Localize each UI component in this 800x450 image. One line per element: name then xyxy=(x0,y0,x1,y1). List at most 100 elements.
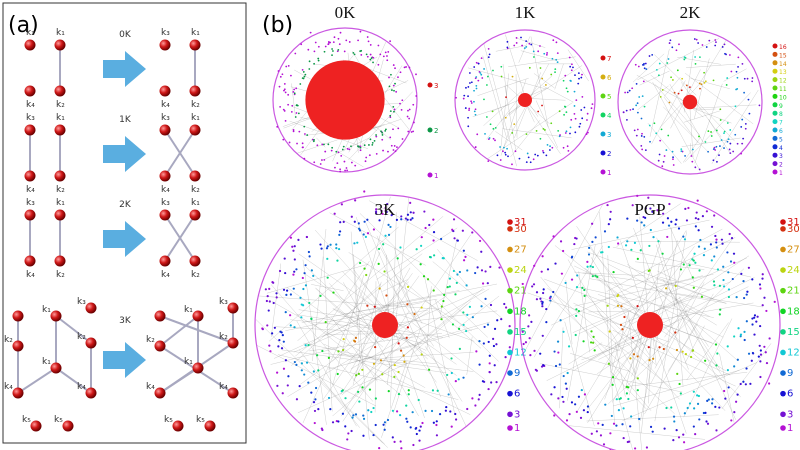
vertex xyxy=(477,79,480,82)
vertex xyxy=(399,246,402,249)
link xyxy=(578,271,590,353)
vertex xyxy=(620,305,623,308)
vertex xyxy=(457,378,460,381)
vertex xyxy=(336,259,339,262)
vertex xyxy=(761,273,764,276)
vertex xyxy=(294,116,297,118)
vertex xyxy=(686,406,689,410)
vertex xyxy=(458,347,461,350)
vertex xyxy=(407,389,410,392)
vertex xyxy=(405,404,408,407)
legend-label: 1 xyxy=(607,169,611,177)
legend-swatch xyxy=(772,135,778,141)
vertex xyxy=(354,413,358,416)
vertex xyxy=(649,228,652,232)
network xyxy=(519,194,781,450)
link xyxy=(637,38,720,80)
vertex xyxy=(617,242,620,245)
vertex xyxy=(504,306,508,309)
vertex xyxy=(428,368,431,371)
link xyxy=(681,82,722,137)
vertex xyxy=(670,220,673,223)
vertex xyxy=(718,406,721,409)
vertex xyxy=(675,348,679,352)
vertex xyxy=(498,266,501,269)
link xyxy=(340,327,386,395)
vertex xyxy=(295,112,298,114)
vertex xyxy=(495,343,498,346)
vertex xyxy=(688,86,691,89)
vertex xyxy=(333,212,336,215)
vertex xyxy=(317,59,320,62)
node xyxy=(54,209,66,221)
vertex xyxy=(728,232,731,236)
node-label: k₃ xyxy=(26,198,35,208)
vertex xyxy=(691,276,694,279)
link xyxy=(352,281,382,385)
legend-swatch xyxy=(772,68,778,74)
vertex xyxy=(486,323,490,326)
vertex xyxy=(633,129,636,132)
link xyxy=(554,63,564,90)
vertex xyxy=(553,350,556,353)
vertex xyxy=(276,384,279,387)
vertex xyxy=(310,391,313,394)
vertex xyxy=(440,237,443,241)
vertex xyxy=(638,96,641,98)
vertex xyxy=(485,84,488,86)
link xyxy=(316,137,326,148)
vertex xyxy=(676,372,679,375)
vertex xyxy=(278,338,281,342)
vertex xyxy=(473,66,476,68)
vertex xyxy=(684,155,686,157)
vertex xyxy=(665,149,668,151)
vertex xyxy=(506,46,509,49)
vertex xyxy=(594,236,597,239)
vertex xyxy=(716,160,718,163)
vertex xyxy=(569,65,572,68)
vertex xyxy=(372,362,376,365)
vertex xyxy=(705,210,708,213)
vertex xyxy=(304,344,307,347)
link xyxy=(393,197,410,339)
vertex xyxy=(325,247,329,250)
legend-swatch xyxy=(507,226,513,232)
vertex xyxy=(586,410,589,414)
link xyxy=(612,324,653,403)
vertex xyxy=(694,225,697,228)
vertex xyxy=(629,108,632,111)
vertex xyxy=(645,446,649,449)
node xyxy=(85,337,97,349)
vertex xyxy=(506,40,509,43)
vertex xyxy=(537,50,540,53)
link xyxy=(586,414,719,422)
vertex xyxy=(366,55,369,58)
vertex xyxy=(609,218,612,221)
node xyxy=(62,420,74,432)
vertex xyxy=(267,309,270,312)
vertex xyxy=(492,344,496,348)
vertex xyxy=(480,269,484,272)
vertex xyxy=(648,359,651,362)
link xyxy=(437,249,469,288)
legend-swatch xyxy=(507,308,513,315)
legend-swatch xyxy=(780,287,786,294)
link xyxy=(582,272,645,276)
link xyxy=(533,73,555,89)
vertex xyxy=(466,313,469,316)
legend-label: 7 xyxy=(607,55,611,63)
vertex xyxy=(362,233,365,236)
legend-swatch xyxy=(600,131,606,137)
vertex xyxy=(333,36,336,39)
vertex xyxy=(590,107,593,110)
vertex xyxy=(567,149,570,152)
vertex xyxy=(714,405,717,408)
vertex xyxy=(363,220,366,223)
vertex xyxy=(564,132,567,134)
link xyxy=(424,277,455,414)
link xyxy=(610,371,647,410)
vertex xyxy=(284,119,287,122)
vertex xyxy=(550,122,553,125)
vertex xyxy=(648,269,651,272)
vertex xyxy=(268,344,271,347)
